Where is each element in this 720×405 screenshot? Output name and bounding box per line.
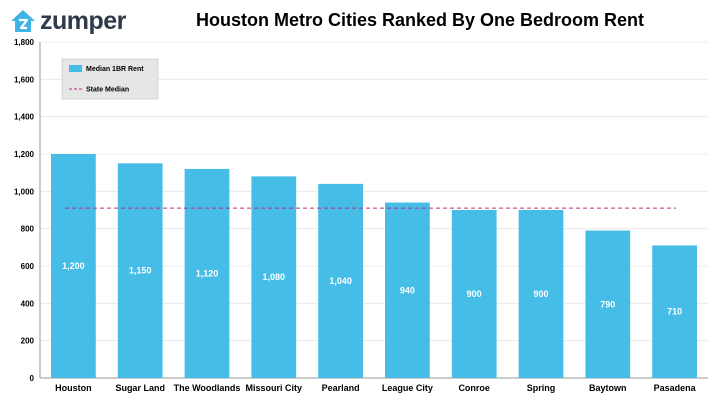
x-category-label: Sugar Land [115,383,165,393]
bar-value-label: 710 [667,307,682,317]
bars: 1,200 1,150 1,120 1,080 1,040 940 900 900 790 710 [51,154,697,378]
x-category-label: League City [382,383,433,393]
x-category-label: Spring [527,383,556,393]
y-tick-label: 0 [30,374,35,383]
y-tick-label: 1,600 [14,75,35,84]
bar [184,168,230,378]
bar-value-label: 900 [533,289,548,299]
y-tick-label: 1,800 [14,38,35,47]
legend-bar-swatch [69,65,82,72]
bar [518,210,564,378]
x-category-label: Conroe [458,383,490,393]
x-category-label: Pasadena [654,383,697,393]
chart-title: Houston Metro Cities Ranked By One Bedro… [195,10,645,30]
legend-series-label: Median 1BR Rent [86,66,144,73]
bar-value-label: 1,200 [62,261,85,271]
bar [585,230,631,378]
bar-value-label: 1,120 [196,268,219,278]
y-tick-label: 800 [21,225,35,234]
bar-value-label: 900 [467,289,482,299]
bar [451,210,497,378]
logo-text: zumper [40,6,126,35]
bar [117,163,163,378]
bar-value-label: 1,040 [329,276,352,286]
zumper-logo: zumper [10,6,126,36]
bar [318,183,363,378]
y-tick-label: 1,000 [14,187,35,196]
x-category-label: The Woodlands [174,383,241,393]
x-category-label: Houston [55,383,92,393]
y-tick-label: 400 [21,299,35,308]
y-tick-label: 1,400 [14,113,35,122]
legend: Median 1BR Rent State Median [61,58,159,100]
bar [652,245,697,378]
bar-value-label: 940 [400,285,415,295]
y-tick-label: 600 [21,262,35,271]
bar-value-label: 790 [600,299,615,309]
y-tick-label: 1,200 [14,150,35,159]
x-category-label: Baytown [589,383,627,393]
bar-value-label: 1,150 [129,266,152,276]
legend-reference-label: State Median [86,87,129,94]
x-category-label: Pearland [322,383,360,393]
bar [251,176,297,378]
house-icon [11,10,35,32]
bar [385,202,430,378]
y-tick-label: 200 [21,337,35,346]
bar-value-label: 1,080 [263,272,286,282]
x-category-label: Missouri City [246,383,303,393]
bar [51,154,96,378]
